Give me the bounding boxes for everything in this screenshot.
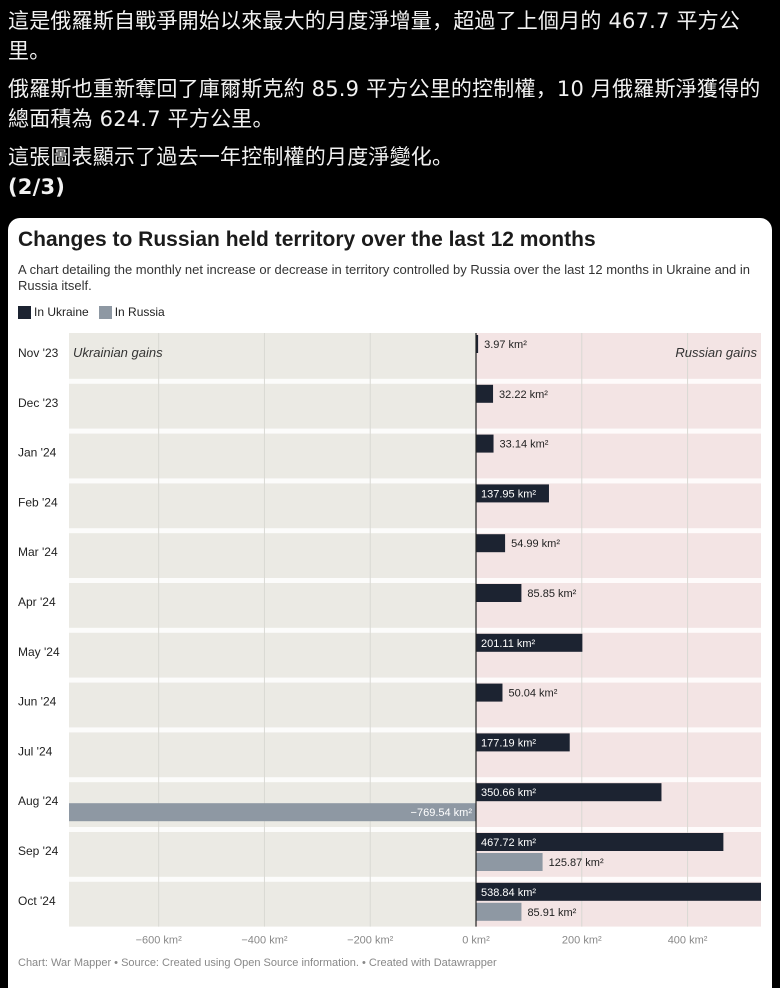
x-tick-label: −600 km² (136, 935, 182, 947)
legend-label: In Ukraine (34, 305, 89, 319)
category-label: Aug '24 (18, 794, 59, 808)
data-label: 3.97 km² (484, 339, 527, 351)
data-label: 54.99 km² (511, 538, 560, 550)
legend-swatch-russia (98, 305, 112, 319)
category-label: Feb '24 (18, 495, 58, 509)
category-label: Oct '24 (18, 894, 56, 908)
row-separator (8, 777, 761, 783)
row-separator (8, 578, 761, 583)
bar-ukraine (476, 434, 494, 453)
ukrainian-gains-label: Ukrainian gains (73, 345, 163, 360)
legend-item-ukraine: In Ukraine (18, 305, 89, 319)
russian-gains-label: Russian gains (675, 345, 757, 360)
x-tick-label: 400 km² (668, 935, 708, 947)
data-label: 467.72 km² (481, 837, 536, 849)
bar-russia (476, 902, 522, 921)
row-separator (8, 876, 761, 882)
legend-swatch-ukraine (18, 305, 31, 319)
category-label: Mar '24 (18, 545, 58, 559)
data-label: 85.91 km² (527, 907, 576, 919)
bar-ukraine (476, 384, 494, 403)
category-label: Sep '24 (18, 844, 59, 858)
bar-ukraine (476, 833, 724, 851)
x-tick-label: 0 km² (462, 935, 490, 947)
bar-ukraine (476, 882, 761, 901)
bar-ukraine (476, 783, 662, 802)
chart-title: Changes to Russian held territory over t… (18, 228, 596, 251)
chart-card[interactable]: Changes to Russian held territory over t… (8, 218, 772, 988)
data-label: 177.19 km² (481, 737, 536, 749)
data-label: 137.95 km² (481, 488, 536, 500)
row-separator (8, 677, 761, 683)
legend-label: In Russia (114, 305, 165, 319)
data-label: 350.66 km² (481, 787, 536, 799)
row-separator (8, 627, 761, 633)
chart-subtitle: A chart detailing the monthly net increa… (18, 262, 750, 293)
post-paragraph: 這張圖表顯示了過去一年控制權的月度淨變化。 (8, 145, 454, 169)
data-label: 538.84 km² (481, 887, 536, 899)
row-separator (8, 827, 761, 832)
data-label: 50.04 km² (508, 688, 557, 700)
row-separator (8, 528, 761, 534)
legend-item-russia: In Russia (98, 305, 165, 319)
post-paragraph: 這是俄羅斯自戰爭開始以來最大的月度淨增量，超過了上個月的 467.7 平方公里。 (8, 9, 741, 63)
data-label: 32.22 km² (499, 389, 548, 401)
bar-ukraine (476, 534, 506, 553)
bar-ukraine (476, 484, 549, 503)
row-separator (8, 428, 761, 434)
row-separator (8, 478, 761, 484)
bar-ukraine (476, 683, 503, 702)
chart-footer: Chart: War Mapper • Source: Created usin… (18, 957, 497, 969)
data-label: 201.11 km² (481, 638, 536, 650)
category-label: Jun '24 (18, 695, 57, 709)
bar-ukraine (476, 633, 583, 652)
x-tick-label: −200 km² (347, 935, 393, 947)
bar-ukraine (476, 584, 522, 602)
chart-legend: In Ukraine In Russia (18, 305, 165, 319)
bar-russia (69, 803, 477, 822)
category-label: May '24 (18, 645, 60, 659)
row-separator (8, 727, 761, 733)
post-text: 這是俄羅斯自戰爭開始以來最大的月度淨增量，超過了上個月的 467.7 平方公里。… (8, 6, 768, 210)
bar-ukraine (476, 335, 479, 353)
category-label: Apr '24 (18, 595, 56, 609)
category-label: Nov '23 (18, 346, 59, 360)
data-label: 33.14 km² (500, 439, 549, 451)
x-tick-label: 200 km² (562, 935, 602, 947)
bar-russia (476, 853, 543, 871)
category-label: Jul '24 (18, 744, 53, 758)
thread-part-indicator: (2/3) (8, 175, 66, 199)
post-paragraph: 俄羅斯也重新奪回了庫爾斯克約 85.9 平方公里的控制權，10 月俄羅斯淨獲得的… (8, 77, 761, 131)
data-label: 85.85 km² (527, 588, 576, 600)
data-label: −769.54 km² (411, 807, 473, 819)
category-label: Dec '23 (18, 396, 59, 410)
x-tick-label: −400 km² (241, 935, 287, 947)
bar-ukraine (476, 733, 570, 752)
bar-chart: Ukrainian gains Russian gains Nov '23 Dec '… (8, 333, 761, 947)
row-separator (8, 378, 761, 384)
category-label: Jan '24 (18, 446, 57, 460)
data-label: 125.87 km² (549, 857, 604, 869)
